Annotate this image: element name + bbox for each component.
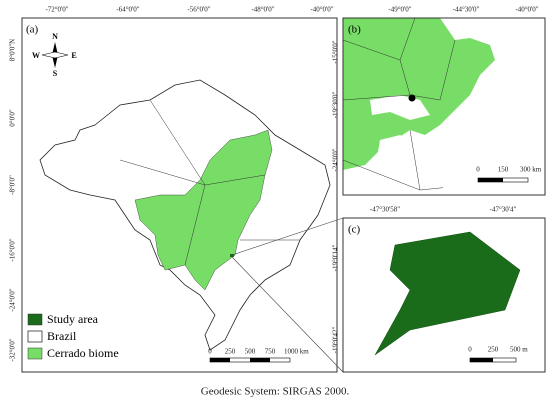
panel-label: (a) xyxy=(26,24,39,36)
lon-label: -56°0'0" xyxy=(187,6,210,14)
cerrado xyxy=(343,18,495,170)
scale-label: 0 xyxy=(208,348,212,356)
lat-label: -19°30'0" xyxy=(332,91,340,118)
legend-swatch xyxy=(27,347,43,360)
legend-swatch xyxy=(27,330,43,343)
lat-label: -32°0'0" xyxy=(9,338,17,361)
scale-label: 250 xyxy=(225,348,236,356)
lat-label: -16°0'0" xyxy=(9,238,17,261)
lat-label: -24°0'0" xyxy=(9,288,17,311)
non-cerrado xyxy=(370,95,430,120)
study-point xyxy=(408,94,416,102)
scale-bar xyxy=(469,357,517,363)
panel-label: (b) xyxy=(348,24,361,36)
lat-label: 0°0'0" xyxy=(9,109,17,127)
zoom-line xyxy=(231,217,344,256)
scale-label: 300 km xyxy=(520,166,542,174)
scale-label: 0 xyxy=(468,346,472,354)
non-cerrado xyxy=(378,135,420,160)
lat-label: -15°0'0" xyxy=(332,40,340,63)
scale-label: 750 xyxy=(265,348,276,356)
lon-label: -49°0'0" xyxy=(388,6,411,14)
scale-label: 1000 km xyxy=(284,348,309,356)
scale-label: 250 xyxy=(488,346,499,354)
panel-c-frame xyxy=(342,217,546,373)
scale-label: 500 m xyxy=(510,346,528,354)
scale-bar xyxy=(209,357,291,363)
study-site xyxy=(230,254,234,257)
zoom-line xyxy=(231,256,344,373)
lat-label: 8°0'0"N xyxy=(9,39,17,61)
lon-label: -48°0'0" xyxy=(251,6,274,14)
panel-a-frame xyxy=(21,17,338,373)
cerrado xyxy=(134,129,273,291)
panel-b-frame xyxy=(342,17,546,196)
lon-label: -40°0'0" xyxy=(515,6,538,14)
state-borders xyxy=(342,17,521,191)
scale-label: 150 xyxy=(498,166,509,174)
lon-label: -44°30'0" xyxy=(453,6,480,14)
lon-label: -47°30'4" xyxy=(490,206,517,214)
north-label: N xyxy=(52,32,58,41)
lon-label: -40°0'0" xyxy=(310,6,333,14)
lon-label: -47°30'58" xyxy=(370,206,400,214)
east-label: E xyxy=(71,51,76,60)
scale-box xyxy=(443,150,543,192)
lat-label: -19°0'42" xyxy=(332,326,340,353)
study-area xyxy=(374,231,521,356)
panel-label: (c) xyxy=(348,224,361,236)
south-label: S xyxy=(53,69,58,78)
caption: Geodesic System: SIRGAS 2000. xyxy=(201,386,350,398)
lon-label: -72°0'0" xyxy=(45,6,68,14)
lon-label: -64°0'0" xyxy=(116,6,139,14)
legend-swatch xyxy=(27,313,43,326)
state-borders xyxy=(119,99,300,266)
north-arrow: N S W E xyxy=(32,32,77,78)
lat-label: -8°0'0" xyxy=(9,175,17,195)
legend-label: Brazil xyxy=(47,329,77,343)
scale-label: 500 xyxy=(245,348,256,356)
scale-label: 0 xyxy=(476,166,480,174)
lat-label: -19°0'14" xyxy=(332,244,340,271)
legend-label: Study area xyxy=(47,312,99,326)
legend-label: Cerrado biome xyxy=(47,346,119,360)
scale-bar xyxy=(477,177,529,183)
lat-label: -24°0'0" xyxy=(332,148,340,171)
west-label: W xyxy=(32,51,40,60)
